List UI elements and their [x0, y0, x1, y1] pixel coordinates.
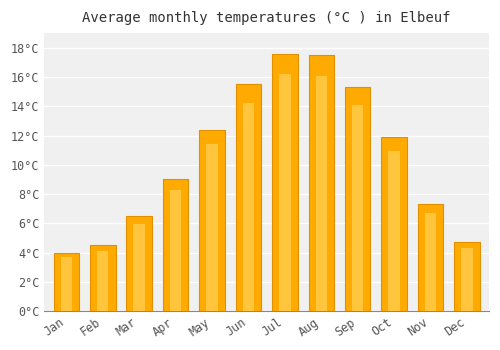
Bar [206, 144, 218, 311]
Bar [163, 180, 188, 311]
Bar [90, 245, 116, 311]
Bar [236, 84, 261, 311]
Bar [200, 130, 225, 311]
Bar [97, 251, 108, 311]
Bar [242, 103, 254, 311]
Bar [54, 253, 79, 311]
Bar [382, 137, 407, 311]
Bar [425, 213, 436, 311]
Bar [170, 190, 181, 311]
Bar [316, 76, 327, 311]
Bar [60, 257, 72, 311]
Bar [352, 105, 364, 311]
Bar [272, 54, 297, 311]
Bar [134, 224, 145, 311]
Bar [345, 88, 370, 311]
Bar [462, 248, 473, 311]
Bar [126, 216, 152, 311]
Bar [279, 74, 290, 311]
Title: Average monthly temperatures (°C ) in Elbeuf: Average monthly temperatures (°C ) in El… [82, 11, 451, 25]
Bar [388, 151, 400, 311]
Bar [418, 204, 444, 311]
Bar [454, 243, 480, 311]
Bar [308, 55, 334, 311]
